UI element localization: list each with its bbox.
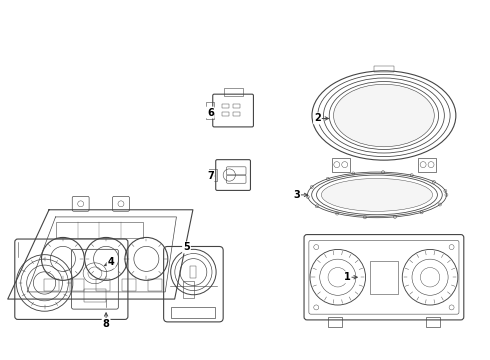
- Bar: [223, 88, 243, 96]
- Bar: [233, 104, 240, 108]
- Bar: [148, 279, 162, 291]
- Bar: [84, 289, 106, 302]
- Bar: [418, 158, 436, 172]
- Text: 6: 6: [207, 108, 214, 117]
- Bar: [190, 266, 196, 278]
- Bar: [183, 281, 194, 298]
- Bar: [56, 222, 143, 238]
- Bar: [222, 104, 229, 108]
- Bar: [233, 112, 240, 116]
- Bar: [222, 112, 229, 116]
- Text: 7: 7: [207, 171, 214, 181]
- Ellipse shape: [321, 179, 433, 211]
- Bar: [122, 279, 136, 291]
- Text: 5: 5: [183, 243, 190, 252]
- Text: 4: 4: [108, 257, 115, 267]
- Bar: [370, 261, 398, 294]
- Bar: [206, 102, 214, 107]
- Text: 2: 2: [314, 113, 321, 123]
- Bar: [96, 279, 110, 291]
- Bar: [172, 307, 215, 318]
- Bar: [426, 317, 440, 327]
- Text: 1: 1: [344, 272, 350, 282]
- Bar: [70, 279, 84, 291]
- Bar: [328, 317, 342, 327]
- Bar: [206, 114, 214, 119]
- Text: 8: 8: [102, 319, 110, 329]
- Bar: [332, 158, 350, 172]
- Bar: [374, 66, 394, 72]
- Bar: [44, 279, 59, 291]
- Ellipse shape: [334, 84, 434, 147]
- Bar: [209, 170, 217, 181]
- Text: 3: 3: [293, 190, 300, 200]
